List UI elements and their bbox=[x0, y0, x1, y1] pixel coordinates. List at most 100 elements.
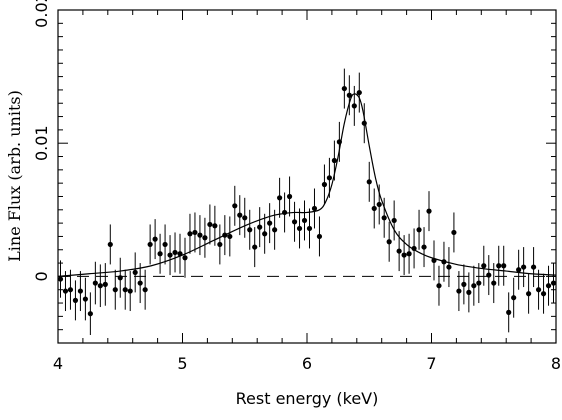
data-point bbox=[92, 280, 98, 286]
x-tick-label: 6 bbox=[302, 354, 312, 373]
data-point bbox=[157, 251, 163, 257]
data-point bbox=[476, 280, 482, 286]
data-point bbox=[277, 195, 283, 201]
data-point bbox=[117, 275, 123, 281]
data-point bbox=[301, 217, 308, 224]
data-point bbox=[540, 291, 547, 297]
data-point bbox=[227, 233, 233, 240]
data-point bbox=[530, 264, 537, 270]
data-point bbox=[391, 217, 397, 224]
x-tick-label: 7 bbox=[426, 354, 436, 373]
data-point bbox=[281, 209, 288, 216]
data-point bbox=[451, 229, 457, 236]
data-point bbox=[326, 175, 333, 181]
data-point bbox=[122, 287, 128, 293]
data-point bbox=[102, 281, 108, 287]
data-point bbox=[371, 205, 377, 212]
data-point bbox=[97, 283, 103, 289]
data-point bbox=[162, 241, 168, 248]
data-point bbox=[376, 201, 382, 208]
data-point bbox=[187, 231, 193, 237]
data-point bbox=[242, 215, 248, 221]
data-point bbox=[466, 289, 472, 295]
data-point bbox=[132, 269, 138, 276]
data-point bbox=[257, 224, 263, 230]
data-point bbox=[87, 311, 93, 317]
data-point bbox=[411, 245, 417, 252]
data-point bbox=[182, 255, 188, 261]
data-point bbox=[212, 223, 218, 229]
data-point bbox=[416, 227, 422, 233]
data-point bbox=[361, 120, 367, 126]
data-point bbox=[396, 248, 402, 254]
y-tick-label: 0.01 bbox=[32, 125, 51, 161]
data-point bbox=[446, 264, 452, 270]
data-point bbox=[272, 227, 278, 233]
data-point bbox=[401, 252, 407, 258]
data-point bbox=[521, 264, 527, 270]
data-point bbox=[406, 251, 412, 257]
data-point bbox=[82, 296, 88, 302]
data-point bbox=[172, 249, 178, 256]
x-axis-label: Rest energy (keV) bbox=[236, 389, 379, 408]
data-point bbox=[57, 276, 64, 282]
data-point bbox=[346, 92, 352, 98]
data-point bbox=[137, 280, 143, 286]
data-point bbox=[506, 309, 512, 315]
data-point bbox=[386, 239, 392, 245]
data-point bbox=[436, 283, 442, 289]
y-tick-label: 0 bbox=[32, 271, 51, 281]
data-point bbox=[381, 215, 387, 221]
data-point bbox=[341, 85, 347, 92]
data-point bbox=[516, 267, 522, 273]
x-tick-label: 5 bbox=[177, 354, 187, 373]
y-axis-ticks: 0 0.01 0.02 bbox=[32, 0, 556, 344]
data-point bbox=[112, 287, 118, 293]
y-tick-label: 0.02 bbox=[32, 0, 51, 28]
data-point bbox=[331, 157, 337, 164]
data-point bbox=[252, 244, 258, 250]
data-point bbox=[426, 208, 432, 214]
x-tick-label: 8 bbox=[551, 354, 561, 373]
data-point bbox=[306, 225, 313, 232]
data-point bbox=[471, 283, 477, 289]
data-point bbox=[496, 263, 502, 269]
data-point bbox=[311, 205, 318, 212]
data-point bbox=[486, 272, 492, 278]
data-point bbox=[237, 212, 243, 218]
data-point bbox=[67, 287, 74, 293]
data-point bbox=[421, 244, 427, 250]
data-point bbox=[77, 288, 84, 294]
data-point bbox=[291, 219, 298, 225]
data-point bbox=[491, 280, 497, 286]
data-point bbox=[481, 263, 487, 269]
y-axis-label: Line Flux (arb. units) bbox=[5, 90, 24, 262]
data-point bbox=[366, 179, 372, 185]
data-point bbox=[550, 280, 557, 286]
data-point bbox=[336, 139, 342, 145]
data-point bbox=[192, 229, 198, 236]
model-curve bbox=[57, 93, 557, 277]
data-point bbox=[545, 283, 552, 289]
data-point bbox=[197, 232, 203, 238]
data-point bbox=[107, 241, 113, 248]
data-point bbox=[501, 263, 507, 269]
data-point bbox=[217, 241, 223, 248]
x-axis-ticks: 4 5 6 7 8 bbox=[53, 10, 561, 373]
data-point bbox=[316, 233, 323, 240]
data-point bbox=[62, 288, 69, 294]
plot-frame bbox=[57, 9, 557, 344]
x-tick-label: 4 bbox=[53, 354, 63, 373]
data-point bbox=[321, 181, 328, 188]
data-point bbox=[351, 103, 357, 109]
data-point bbox=[202, 235, 208, 241]
data-point bbox=[147, 241, 153, 248]
data-point bbox=[356, 89, 362, 96]
data-point bbox=[72, 297, 79, 303]
data-point bbox=[127, 288, 133, 294]
data-point bbox=[535, 287, 542, 293]
data-point bbox=[456, 288, 462, 294]
data-point bbox=[222, 232, 228, 238]
data-point bbox=[232, 203, 238, 209]
